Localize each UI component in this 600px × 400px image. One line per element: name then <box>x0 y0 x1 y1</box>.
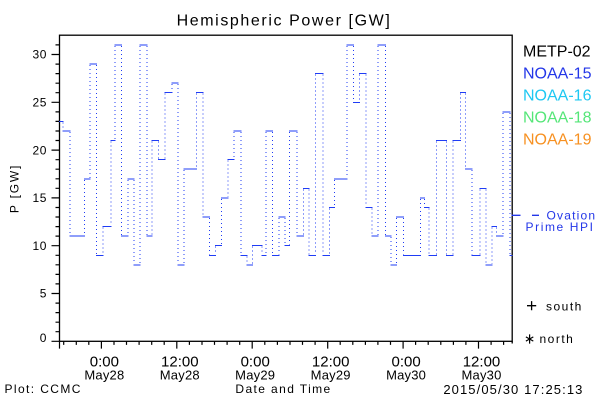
svg-text:south: south <box>546 299 583 313</box>
svg-text:10: 10 <box>32 239 47 253</box>
svg-text:NOAA-15: NOAA-15 <box>523 66 592 83</box>
svg-text:METP-02: METP-02 <box>523 44 591 61</box>
svg-text:Hemispheric Power [GW]: Hemispheric Power [GW] <box>177 13 392 30</box>
svg-text:NOAA-18: NOAA-18 <box>523 110 592 127</box>
svg-text:P [GW]: P [GW] <box>8 164 22 213</box>
svg-text:Date and Time: Date and Time <box>235 382 331 396</box>
svg-text:May28: May28 <box>84 368 124 383</box>
svg-text:0:00: 0:00 <box>391 354 420 371</box>
svg-text:north: north <box>540 332 575 346</box>
svg-text:25: 25 <box>32 96 47 110</box>
svg-text:15: 15 <box>32 191 47 205</box>
svg-text:Plot: CCMC: Plot: CCMC <box>5 382 82 396</box>
svg-text:0: 0 <box>40 331 47 345</box>
svg-text:30: 30 <box>32 48 47 62</box>
svg-text:May29: May29 <box>235 368 275 383</box>
svg-text:NOAA-19: NOAA-19 <box>523 132 592 149</box>
svg-text:May28: May28 <box>160 368 200 383</box>
svg-text:NOAA-16: NOAA-16 <box>523 88 592 105</box>
svg-text:12:00: 12:00 <box>161 354 199 371</box>
svg-text:12:00: 12:00 <box>463 354 501 371</box>
svg-text:5: 5 <box>40 287 47 301</box>
svg-text:Ovation: Ovation <box>547 209 597 223</box>
svg-text:20: 20 <box>32 143 47 157</box>
svg-text:12:00: 12:00 <box>312 354 350 371</box>
svg-text:Prime HPI: Prime HPI <box>526 220 595 234</box>
svg-text:2015/05/30 17:25:13: 2015/05/30 17:25:13 <box>443 382 583 397</box>
svg-text:0:00: 0:00 <box>90 354 119 371</box>
svg-text:May30: May30 <box>386 368 426 383</box>
svg-text:0:00: 0:00 <box>241 354 270 371</box>
svg-text:May30: May30 <box>461 368 501 383</box>
svg-text:May29: May29 <box>311 368 351 383</box>
